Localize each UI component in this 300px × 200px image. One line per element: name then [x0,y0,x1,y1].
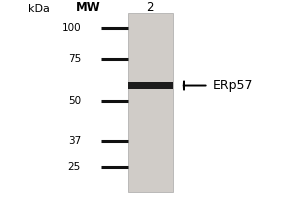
Bar [128,82,172,89]
Bar [128,13,172,192]
Text: MW: MW [76,1,101,14]
Text: 37: 37 [68,136,81,146]
Text: ERp57: ERp57 [213,79,254,92]
Text: kDa: kDa [28,4,50,14]
Text: 25: 25 [68,162,81,172]
Text: 100: 100 [61,23,81,33]
Text: 75: 75 [68,54,81,64]
Text: 50: 50 [68,96,81,106]
Text: 2: 2 [146,1,154,14]
